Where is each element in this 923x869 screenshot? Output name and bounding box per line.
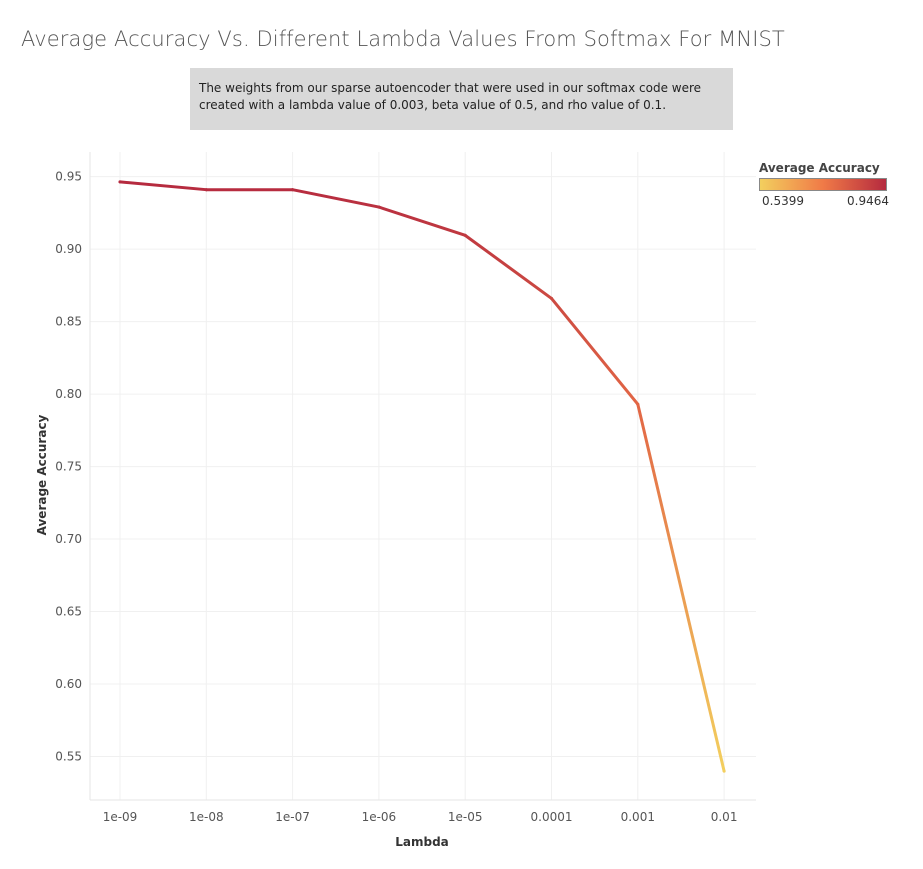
legend-min-label: 0.5399 bbox=[762, 194, 804, 208]
x-tick-label: 1e-06 bbox=[362, 810, 397, 824]
line-segment bbox=[377, 205, 467, 237]
line-segment bbox=[291, 188, 381, 209]
chart-title: Average Accuracy Vs. Different Lambda Va… bbox=[21, 27, 785, 51]
y-tick-label: 0.80 bbox=[55, 387, 82, 401]
label-layer: 0.55 0.60 0.65 0.70 0.75 0.80 0.85 0.90 0.95 1e-0… bbox=[55, 170, 737, 824]
legend-labels: 0.5399 0.9464 bbox=[759, 194, 891, 210]
grid-layer bbox=[89, 152, 756, 801]
y-axis-title: Average Accuracy bbox=[35, 414, 49, 535]
line-segment bbox=[463, 233, 553, 300]
data-point[interactable] bbox=[722, 769, 726, 773]
data-point[interactable] bbox=[291, 188, 295, 192]
x-tick-label: 1e-09 bbox=[103, 810, 138, 824]
x-tick-label: 1e-05 bbox=[448, 810, 483, 824]
y-tick-label: 0.95 bbox=[55, 170, 82, 184]
y-tick-label: 0.75 bbox=[55, 460, 82, 474]
y-tick-label: 0.90 bbox=[55, 242, 82, 256]
legend-title: Average Accuracy bbox=[759, 161, 880, 175]
x-tick-label: 1e-08 bbox=[189, 810, 224, 824]
x-axis-title: Lambda bbox=[395, 835, 449, 849]
x-tick-label: 0.0001 bbox=[531, 810, 573, 824]
y-tick-label: 0.85 bbox=[55, 315, 82, 329]
color-legend: Average Accuracy 0.5399 0.9464 bbox=[759, 161, 899, 210]
data-point[interactable] bbox=[636, 402, 640, 406]
data-point[interactable] bbox=[118, 180, 122, 184]
y-tick-label: 0.70 bbox=[55, 532, 82, 546]
line-segment bbox=[550, 296, 640, 406]
legend-max-label: 0.9464 bbox=[847, 194, 889, 208]
data-point[interactable] bbox=[377, 205, 381, 209]
y-tick-label: 0.60 bbox=[55, 677, 82, 691]
series-layer bbox=[118, 180, 726, 773]
x-tick-label: 0.001 bbox=[621, 810, 655, 824]
data-point[interactable] bbox=[463, 233, 467, 237]
line-segment bbox=[636, 402, 726, 773]
data-point[interactable] bbox=[204, 188, 208, 192]
x-tick-label: 1e-07 bbox=[275, 810, 310, 824]
x-tick-label: 0.01 bbox=[711, 810, 738, 824]
data-point[interactable] bbox=[550, 296, 553, 300]
chart-annotation: The weights from our sparse autoencoder … bbox=[190, 68, 733, 130]
y-tick-label: 0.65 bbox=[55, 605, 82, 619]
line-segment bbox=[118, 180, 208, 192]
y-tick-label: 0.55 bbox=[55, 750, 82, 764]
legend-color-ramp bbox=[759, 178, 887, 191]
